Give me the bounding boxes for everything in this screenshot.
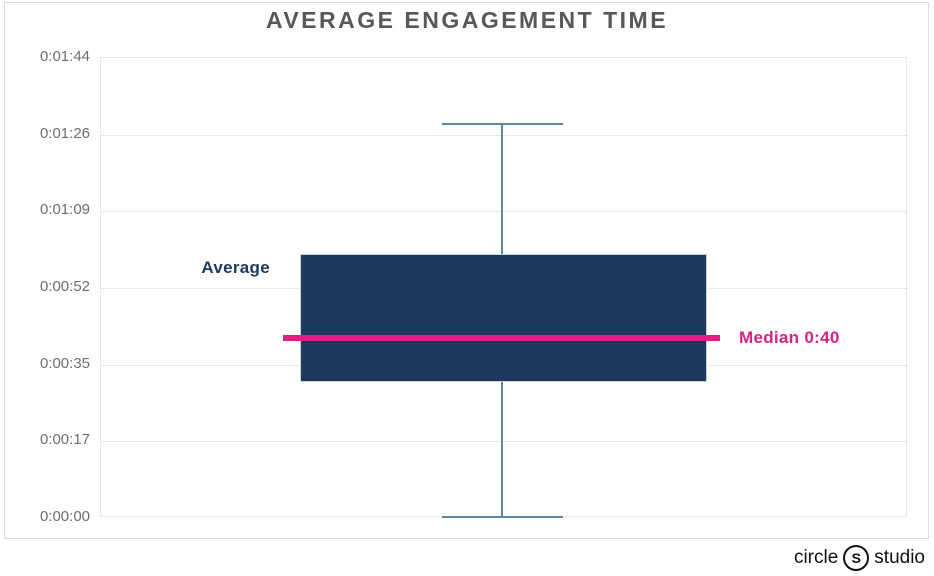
whisker-cap-bottom — [442, 516, 563, 518]
chart-title: AVERAGE ENGAGEMENT TIME — [265, 7, 669, 33]
logo-word-studio: studio — [874, 547, 925, 568]
logo-word-circle: circle — [793, 547, 839, 568]
whisker-cap-top — [442, 123, 563, 125]
y-axis-tick-label: 0:00:00 — [39, 508, 90, 525]
median-label: Median 0:40 — [739, 328, 840, 347]
y-axis-tick-label: 0:00:52 — [39, 278, 90, 295]
y-axis-tick-label: 0:00:17 — [39, 431, 90, 448]
interquartile-box — [300, 254, 707, 382]
average-label: Average — [201, 258, 270, 277]
logo-s-mark-icon: S — [843, 545, 870, 571]
y-axis-tick-label: 0:00:35 — [39, 355, 90, 372]
logo-s-letter: S — [851, 550, 861, 566]
y-axis-tick-label: 0:01:26 — [39, 125, 90, 142]
gridline — [101, 211, 908, 212]
median-line — [283, 335, 720, 341]
y-axis-tick-label: 0:01:44 — [39, 48, 90, 65]
gridline — [101, 135, 908, 136]
y-axis-tick-label: 0:01:09 — [39, 201, 90, 218]
logo: circle S studio — [794, 545, 925, 571]
gridline — [101, 441, 908, 442]
